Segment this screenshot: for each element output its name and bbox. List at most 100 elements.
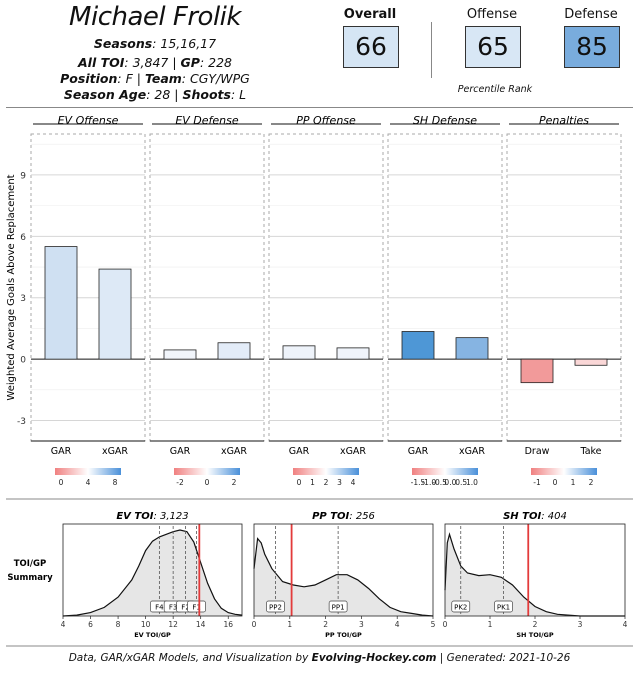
y-tick-label: 3	[20, 294, 26, 304]
x-tick-label: xGAR	[102, 446, 128, 457]
density-area	[254, 538, 433, 616]
footer-site: Evolving-Hockey.com	[311, 652, 437, 664]
color-scale-bar	[174, 468, 240, 475]
ref-label-box	[187, 600, 206, 613]
panel-ev-defense: EV Defense GAR xGAR -2 0 2	[149, 114, 265, 487]
color-scale-tick: 1	[310, 478, 315, 487]
offense-rank-box: 65	[465, 26, 521, 68]
toi-panel-pp-toi: PP TOI: 256 PP2 PP1 0 1 2 3 4 5 PP TOI/GP	[252, 511, 436, 639]
color-scale-tick: 0.5	[455, 478, 467, 487]
toi-panel-title-value: 3,123	[160, 511, 189, 522]
panel-border	[149, 133, 265, 442]
bar-xgar	[336, 347, 370, 360]
player-card-header: Michael Frolik Seasons: 15,16,17 All TOI…	[0, 0, 639, 108]
density-line	[444, 532, 625, 617]
density-line	[62, 529, 243, 617]
color-scale-tick: -1.0	[421, 478, 436, 487]
toi-panel-sh-toi: SH TOI: 404 PK2 PK1 0 1 2 3 4 SH TOI/GP	[443, 511, 628, 639]
toi-panel-title: SH TOI: 404	[503, 511, 567, 522]
panel-border	[30, 133, 146, 442]
gp-label: GP	[180, 55, 200, 70]
panel-border	[268, 133, 384, 442]
footer: Data, GAR/xGAR Models, and Visualization…	[0, 652, 639, 664]
panel-title: SH Defense	[413, 114, 477, 127]
x-tick-label: Take	[579, 446, 601, 457]
toi-panel-title-value: 404	[548, 511, 567, 522]
x-tick-label: 5	[431, 620, 436, 629]
shoots-value: L	[239, 87, 247, 102]
toi-value: 3,847	[132, 55, 169, 70]
color-scale-tick: 8	[113, 478, 118, 487]
panel-border	[387, 133, 503, 442]
position-line: Position: F | Team: CGY/WPG	[60, 71, 250, 86]
x-tick-label: 4	[61, 620, 66, 629]
overall-rank-label: Overall	[343, 7, 397, 22]
color-scale-tick: 0	[59, 478, 64, 487]
age-value: 28	[154, 87, 171, 102]
color-scale-bar	[531, 468, 597, 475]
ref-label-box	[451, 600, 471, 613]
shoots-label: Shoots	[182, 87, 231, 102]
color-scale-bar	[412, 468, 478, 475]
toi-summary-label-line1: TOI/GP	[14, 559, 47, 569]
bar-gar	[401, 331, 435, 360]
rank-divider	[431, 22, 432, 78]
toi-summary-label-line2: Summary	[7, 573, 53, 583]
ref-label-box	[494, 600, 513, 613]
density-area	[63, 530, 242, 616]
color-scale-bar	[293, 468, 359, 475]
color-scale-tick: 1.0	[466, 478, 478, 487]
ref-label-f3: F3	[169, 604, 177, 612]
seasons-line: Seasons: 15,16,17	[93, 36, 217, 51]
toi-line: All TOI: 3,847 | GP: 228	[77, 55, 233, 70]
color-scale-tick: -2	[176, 478, 184, 487]
x-tick-label: 2	[533, 620, 538, 629]
gp-value: 228	[208, 55, 233, 70]
seasons-value: 15,16,17	[160, 36, 217, 51]
y-tick-label: 0	[20, 356, 26, 366]
density-line	[253, 537, 434, 617]
toi-panel-title-value: 256	[356, 511, 375, 522]
color-scale-tick: 4	[86, 478, 91, 487]
x-tick-label: GAR	[51, 446, 72, 457]
position-label: Position	[60, 71, 118, 86]
bar-xgar	[455, 337, 489, 360]
x-tick-label: GAR	[289, 446, 310, 457]
x-tick-label: 4	[623, 620, 628, 629]
color-scale-bar	[55, 468, 121, 475]
panel-sh-defense: SH Defense GAR xGAR -1.5-1.0-0.50.00.51.0	[387, 114, 503, 487]
y-axis-label: Weighted Average Goals Above Replacement	[6, 174, 17, 400]
toi-panel-border	[253, 523, 434, 617]
color-scale-tick: 2	[324, 478, 329, 487]
x-tick-label: 3	[578, 620, 583, 629]
overall-rank-box: 66	[343, 26, 399, 68]
header-divider	[6, 107, 633, 108]
age-line: Season Age: 28 | Shoots: L	[63, 87, 247, 102]
color-scale-tick: 2	[589, 478, 594, 487]
x-tick-label: 2	[323, 620, 328, 629]
bar-xgar	[217, 342, 251, 360]
x-tick-label: xGAR	[459, 446, 485, 457]
panel-pp-offense: PP Offense GAR xGAR 0 1 2 3 4	[268, 114, 384, 487]
panel-title: EV Offense	[58, 114, 119, 127]
offense-rank-label: Offense	[466, 7, 518, 22]
team-label: Team	[144, 71, 182, 86]
x-tick-label: 3	[359, 620, 364, 629]
toi-panel-title-bold: PP TOI	[312, 511, 349, 522]
toi-panel-ev-toi: EV TOI: 3,123 F4 F3 F2 F1 4 6 8 10 12 14 16 EV TOI/G…	[61, 511, 243, 639]
y-tick-label: 9	[20, 171, 26, 181]
x-tick-label: 0	[443, 620, 448, 629]
color-scale-tick: -1	[533, 478, 541, 487]
x-axis-label: PP TOI/GP	[325, 631, 362, 639]
color-scale-tick: 0.0	[444, 478, 456, 487]
toi-panel-title-bold: EV TOI	[116, 511, 153, 522]
bar-xgar	[98, 268, 132, 360]
ref-label-f4: F4	[155, 604, 164, 612]
y-tick-label: 6	[20, 233, 26, 243]
x-axis-label: EV TOI/GP	[134, 631, 171, 639]
x-tick-label: xGAR	[340, 446, 366, 457]
y-tick-label: -3	[17, 417, 26, 427]
footer-suffix: | Generated: 2021-10-26	[436, 652, 571, 664]
player-name: Michael Frolik	[69, 2, 241, 32]
